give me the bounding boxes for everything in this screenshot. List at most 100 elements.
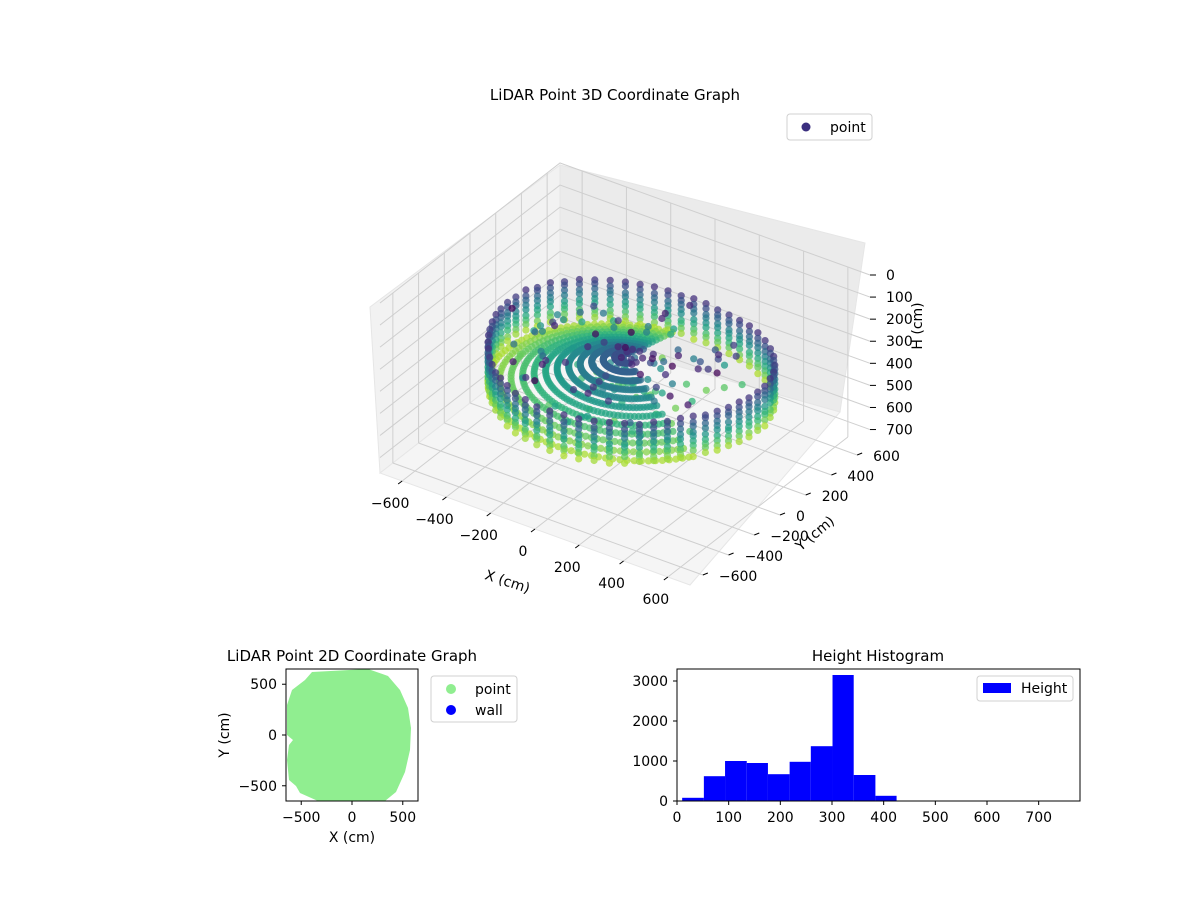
cloud-point — [627, 328, 635, 336]
cloud-point — [676, 420, 685, 428]
cloud-point — [754, 329, 762, 337]
cloud-point — [736, 321, 744, 329]
histogram-bars — [682, 675, 897, 801]
cloud-point — [682, 380, 691, 388]
cloud-point — [492, 310, 500, 319]
3d-x-tick-label: −400 — [415, 512, 453, 528]
cloud-point — [606, 295, 614, 304]
cloud-point — [546, 417, 554, 425]
cloud-point — [636, 291, 644, 299]
cloud-point — [766, 413, 774, 422]
cloud-point — [644, 430, 652, 438]
cloud-point — [655, 447, 663, 456]
cloud-point — [745, 408, 753, 416]
cloud-point — [668, 362, 676, 370]
cloud-point — [644, 457, 653, 465]
cloud-point — [754, 344, 762, 352]
cloud-point — [602, 372, 610, 380]
cloud-point — [511, 389, 519, 397]
3d-point-cloud — [484, 275, 779, 467]
cloud-point — [612, 429, 620, 437]
histogram-bar — [832, 675, 854, 801]
cloud-point — [546, 441, 554, 449]
cloud-point — [497, 413, 505, 421]
cloud-point — [597, 444, 605, 452]
cloud-point — [553, 311, 562, 319]
cloud-point — [754, 426, 762, 434]
cloud-point — [735, 438, 743, 446]
cloud-point — [561, 358, 570, 366]
cloud-point — [567, 447, 575, 455]
cloud-point — [621, 308, 630, 316]
cloud-point — [754, 417, 762, 425]
cloud-point — [690, 329, 698, 337]
cloud-point — [546, 431, 554, 439]
cloud-point — [614, 343, 622, 351]
3d-z-tick-label: 0 — [886, 268, 895, 284]
3d-x-tick-label: −200 — [459, 528, 497, 544]
2d-axes: −500 0 500 −500 0 500 — [239, 677, 417, 826]
cloud-point — [560, 305, 569, 313]
cloud-point — [650, 457, 658, 465]
cloud-point — [591, 285, 599, 293]
cloud-point — [690, 335, 698, 343]
cloud-point — [486, 353, 494, 361]
cloud-point — [701, 424, 710, 432]
cloud-point — [617, 353, 626, 362]
cloud-point — [754, 354, 762, 363]
cloud-point — [484, 331, 493, 339]
cloud-point — [621, 459, 629, 467]
cloud-point — [584, 343, 592, 351]
cloud-point — [521, 396, 529, 404]
histogram-y-tick-label: 0 — [659, 794, 668, 810]
cloud-point — [511, 409, 519, 417]
cloud-point — [583, 412, 592, 420]
cloud-point — [533, 306, 542, 314]
cloud-point — [605, 459, 614, 467]
cloud-point — [702, 305, 710, 313]
cloud-point — [658, 389, 666, 397]
cloud-point — [639, 403, 648, 411]
cloud-point — [725, 350, 733, 358]
cloud-point — [724, 412, 733, 420]
cloud-point — [614, 317, 622, 325]
2d-x-tick-label: 500 — [389, 810, 416, 826]
cloud-point — [766, 385, 774, 393]
cloud-point — [621, 302, 630, 310]
cloud-point — [584, 389, 592, 397]
histogram-bar — [682, 797, 704, 801]
cloud-point — [533, 287, 542, 295]
cloud-point — [713, 412, 721, 420]
cloud-point — [694, 365, 702, 373]
2d-scatter-plot: LiDAR Point 2D Coordinate Graph −500 0 500… — [217, 647, 518, 846]
cloud-point — [648, 355, 657, 363]
cloud-point — [724, 426, 733, 435]
cloud-point — [674, 352, 683, 360]
cloud-point — [636, 280, 644, 288]
cloud-point — [766, 375, 774, 383]
histogram-bar — [875, 795, 897, 801]
histogram-x-tick-label: 500 — [922, 810, 949, 826]
cloud-point — [560, 452, 568, 460]
cloud-point — [650, 447, 658, 455]
cloud-point — [636, 285, 644, 294]
cloud-point — [581, 450, 589, 458]
cloud-point — [745, 322, 754, 330]
cloud-point — [560, 291, 569, 299]
cloud-point — [745, 394, 753, 402]
cloud-point — [560, 421, 568, 430]
cloud-point — [754, 407, 762, 415]
cloud-point — [644, 322, 652, 331]
cloud-point — [663, 455, 672, 463]
cloud-point — [650, 283, 659, 291]
cloud-point — [522, 306, 530, 314]
cloud-point — [689, 432, 697, 440]
3d-z-tick-label: 400 — [886, 356, 913, 372]
cloud-point — [730, 341, 738, 349]
cloud-point — [735, 427, 743, 435]
cloud-point — [560, 286, 569, 294]
cloud-point — [533, 426, 541, 434]
cloud-point — [663, 447, 672, 455]
3d-z-tick-label: 500 — [886, 378, 913, 394]
3d-y-tick-label: 400 — [847, 469, 874, 485]
